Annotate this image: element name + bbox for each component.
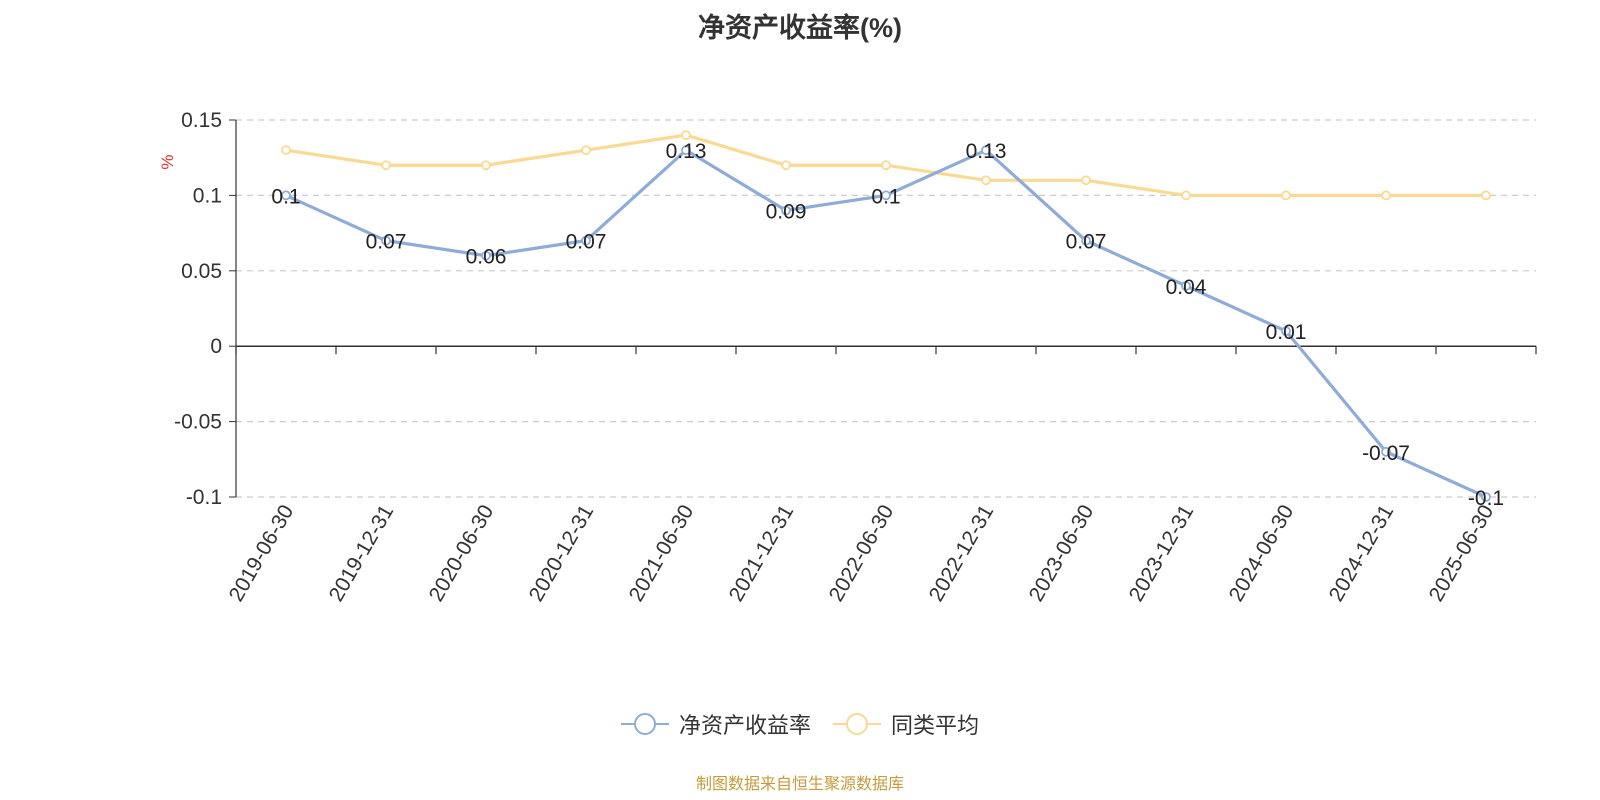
y-tick-label: 0.1	[193, 184, 222, 207]
legend-label-roe: 净资产收益率	[678, 713, 811, 738]
data-point	[881, 160, 891, 171]
data-point	[1181, 280, 1191, 291]
data-point	[581, 145, 591, 156]
x-tick-label: 2024-12-31	[1325, 501, 1399, 606]
data-label: 0.06	[466, 246, 507, 269]
data-label: 0.07	[1066, 231, 1107, 254]
data-label: 0.07	[366, 231, 407, 254]
data-point	[981, 145, 991, 156]
data-point	[1481, 492, 1491, 502]
legend-marker-roe	[620, 713, 669, 735]
x-tick-label: 2019-06-30	[225, 501, 299, 606]
x-tick-label: 2021-06-30	[625, 501, 699, 606]
data-point	[981, 175, 991, 186]
data-point	[1081, 235, 1091, 246]
y-tick-label: -0.1	[186, 486, 222, 509]
legend-item-peer-average[interactable]: 同类平均	[833, 708, 979, 740]
data-label: 0.04	[1166, 276, 1207, 299]
legend-item-roe[interactable]: 净资产收益率	[620, 708, 811, 740]
data-point	[1081, 175, 1091, 186]
data-point	[481, 250, 491, 261]
chart-title: 净资产收益率(%)	[698, 13, 902, 43]
y-tick-label: 0.15	[181, 109, 222, 132]
legend-marker-peer-average	[833, 713, 881, 735]
data-label: -0.1	[1468, 487, 1504, 510]
data-point	[381, 235, 391, 246]
data-point	[1381, 190, 1391, 201]
source-note: 制图数据来自恒生聚源数据库	[695, 776, 904, 793]
y-axis-label: %	[158, 154, 177, 169]
x-tick-label: 2023-12-31	[1125, 501, 1199, 606]
data-label: 0.13	[666, 140, 707, 163]
data-label: 0.1	[871, 185, 900, 208]
x-tick-label: 2024-06-30	[1225, 501, 1299, 606]
data-point	[1281, 326, 1291, 337]
data-label: 0.13	[966, 140, 1007, 163]
data-point	[281, 145, 291, 156]
data-point	[781, 205, 791, 216]
data-point	[781, 160, 791, 171]
data-point	[1481, 190, 1491, 201]
data-point	[581, 235, 591, 246]
data-point	[1381, 446, 1391, 457]
data-label: -0.07	[1362, 442, 1410, 465]
x-tick-label: 2025-06-30	[1425, 501, 1499, 606]
legend: 净资产收益率 同类平均	[0, 708, 1600, 740]
y-tick-label: 0.05	[181, 260, 222, 283]
data-point	[681, 130, 691, 140]
data-point	[1181, 190, 1191, 201]
data-point	[381, 160, 391, 171]
x-tick-label: 2023-06-30	[1025, 501, 1099, 606]
x-tick-label: 2019-12-31	[325, 501, 399, 606]
data-point	[881, 190, 891, 201]
data-point	[481, 160, 491, 171]
x-tick-label: 2020-12-31	[525, 501, 599, 606]
data-point	[1281, 190, 1291, 201]
data-label: 0.07	[566, 231, 607, 254]
data-point	[681, 145, 691, 156]
x-tick-label: 2021-12-31	[725, 501, 799, 606]
data-point	[281, 190, 291, 201]
x-tick-label: 2020-06-30	[425, 501, 499, 606]
y-tick-label: -0.05	[174, 411, 222, 434]
x-tick-label: 2022-06-30	[825, 501, 899, 606]
legend-label-peer-average: 同类平均	[891, 713, 980, 738]
data-label: 0.01	[1266, 321, 1307, 344]
data-label: 0.1	[271, 185, 300, 208]
data-label: 0.09	[766, 200, 807, 223]
x-tick-label: 2022-12-31	[925, 501, 999, 606]
y-tick-label: 0	[210, 335, 222, 358]
